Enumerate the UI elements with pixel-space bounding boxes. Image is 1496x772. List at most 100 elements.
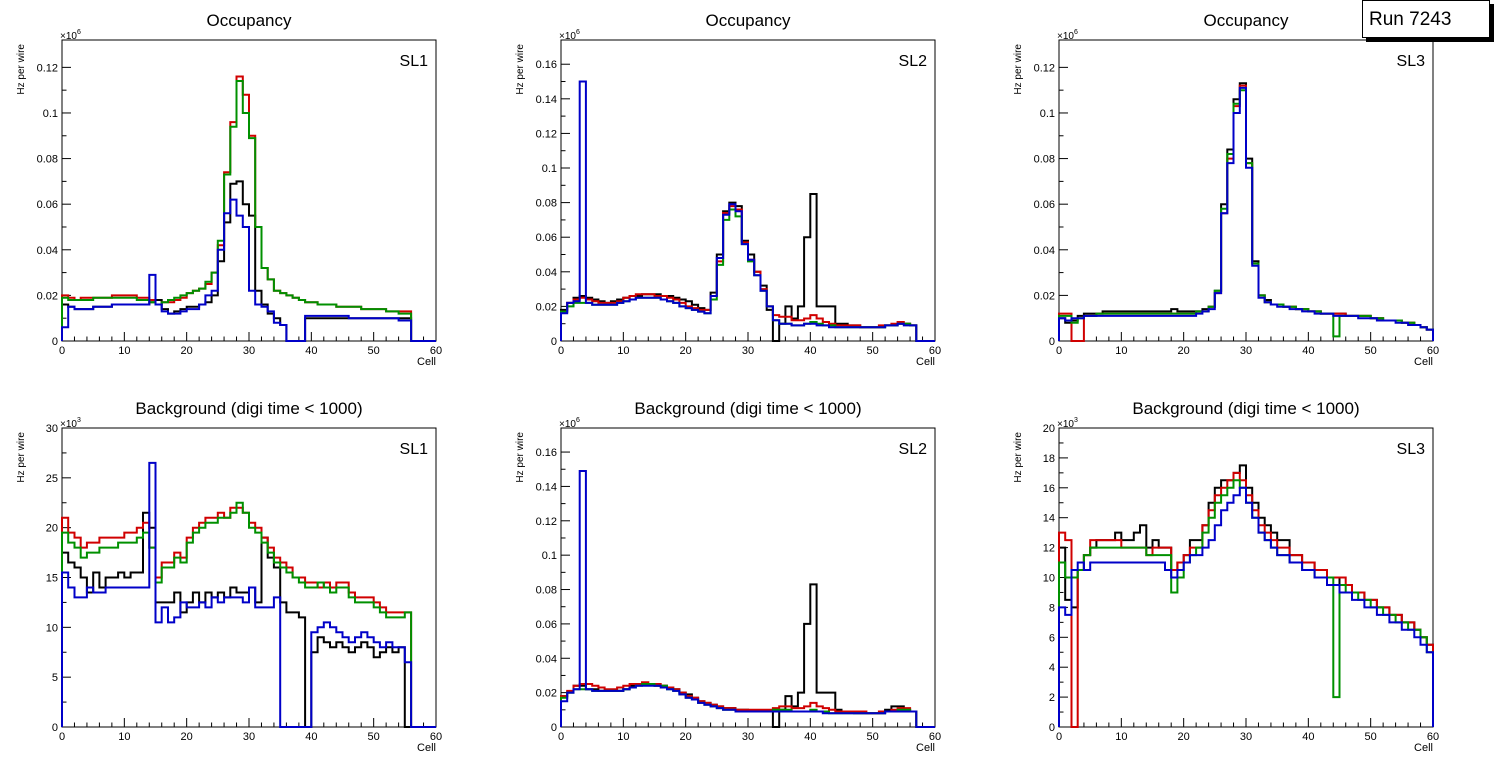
chart-title: Background (digi time < 1000) bbox=[1132, 399, 1359, 418]
superlayer-label: SL3 bbox=[1397, 441, 1426, 458]
x-tick-label: 0 bbox=[1056, 345, 1062, 357]
y-tick-label: 0.04 bbox=[1034, 245, 1055, 257]
x-tick-label: 50 bbox=[368, 731, 380, 743]
y-tick-label: 20 bbox=[46, 523, 58, 535]
histogram-series-blue bbox=[1058, 486, 1434, 727]
axis-exponent-label: ×106 bbox=[559, 417, 580, 430]
x-tick-label: 0 bbox=[1056, 731, 1062, 743]
histogram-series-blue bbox=[1058, 86, 1434, 341]
axis-exponent-label: ×106 bbox=[1057, 29, 1078, 42]
y-tick-label: 10 bbox=[46, 622, 58, 634]
y-tick-label: 0 bbox=[52, 722, 58, 734]
x-axis-title: Cell bbox=[916, 356, 935, 368]
x-tick-label: 50 bbox=[867, 731, 879, 743]
y-tick-label: 0.08 bbox=[536, 585, 557, 597]
superlayer-label: SL2 bbox=[899, 441, 928, 458]
chart-panel-5: 0 10 20 30 40 50 60 0 0.02 0.04 0.06 0.08 0.1 0.12 0.1… bbox=[515, 399, 941, 754]
x-tick-label: 10 bbox=[1115, 345, 1127, 357]
x-tick-label: 10 bbox=[617, 345, 629, 357]
plot-frame bbox=[560, 427, 936, 728]
y-tick-label: 0.06 bbox=[1034, 199, 1055, 211]
superlayer-label: SL1 bbox=[400, 441, 429, 458]
histogram-series-blue bbox=[61, 461, 436, 728]
x-tick-label: 20 bbox=[680, 731, 692, 743]
y-tick-label: 0.04 bbox=[37, 245, 58, 257]
y-tick-label: 25 bbox=[46, 473, 58, 485]
x-tick-label: 0 bbox=[558, 345, 564, 357]
x-axis-title: Cell bbox=[417, 742, 436, 754]
y-axis-title: Hz per wire bbox=[1013, 432, 1024, 483]
y-tick-label: 0.12 bbox=[536, 128, 557, 140]
y-axis-title: Hz per wire bbox=[515, 44, 526, 95]
x-axis-title: Cell bbox=[1414, 356, 1433, 368]
histogram-series-red bbox=[1058, 471, 1434, 728]
x-tick-label: 30 bbox=[742, 345, 754, 357]
y-tick-label: 0.04 bbox=[536, 267, 557, 279]
y-tick-label: 0 bbox=[1049, 336, 1055, 348]
x-tick-label: 30 bbox=[243, 345, 255, 357]
y-tick-label: 0.06 bbox=[536, 232, 557, 244]
y-tick-label: 0.02 bbox=[1034, 290, 1055, 302]
y-tick-label: 0.06 bbox=[536, 619, 557, 631]
y-tick-label: 16 bbox=[1043, 483, 1055, 495]
y-tick-label: 0.12 bbox=[1034, 62, 1055, 74]
histogram-series-black bbox=[560, 193, 935, 342]
x-tick-label: 10 bbox=[1115, 731, 1127, 743]
y-tick-label: 0.12 bbox=[536, 516, 557, 528]
superlayer-label: SL3 bbox=[1397, 53, 1426, 70]
y-tick-label: 0.14 bbox=[536, 94, 557, 106]
chart-panel-3: 0 10 20 30 40 50 60 0 0.02 0.04 0.06 0.08 0.1 0.12 ×10… bbox=[1013, 11, 1439, 368]
x-tick-label: 40 bbox=[1302, 345, 1314, 357]
y-tick-label: 0.08 bbox=[37, 154, 58, 166]
y-tick-label: 0.1 bbox=[542, 550, 557, 562]
x-tick-label: 50 bbox=[1365, 345, 1377, 357]
y-axis-title: Hz per wire bbox=[16, 44, 27, 95]
x-tick-label: 10 bbox=[118, 731, 130, 743]
plot-frame bbox=[560, 39, 936, 342]
chart-title: Occupancy bbox=[705, 11, 791, 30]
y-tick-label: 30 bbox=[46, 423, 58, 435]
histogram-series-red bbox=[61, 506, 436, 728]
y-tick-label: 4 bbox=[1049, 662, 1055, 674]
axis-exponent-label: ×106 bbox=[60, 29, 81, 42]
x-tick-label: 20 bbox=[680, 345, 692, 357]
histogram-series-blue bbox=[61, 198, 436, 342]
x-tick-label: 10 bbox=[617, 731, 629, 743]
x-tick-label: 50 bbox=[368, 345, 380, 357]
axis-exponent-label: ×106 bbox=[559, 29, 580, 42]
histogram-series-black bbox=[560, 583, 935, 728]
y-tick-label: 0.02 bbox=[37, 290, 58, 302]
x-tick-label: 20 bbox=[181, 345, 193, 357]
histogram-series-blue bbox=[560, 80, 935, 342]
y-axis-title: Hz per wire bbox=[515, 432, 526, 483]
x-tick-label: 50 bbox=[1365, 731, 1377, 743]
chart-panel-2: 0 10 20 30 40 50 60 0 0.02 0.04 0.06 0.08 0.1 0.12 0.1… bbox=[515, 11, 941, 368]
y-tick-label: 12 bbox=[1043, 543, 1055, 555]
histogram-series-blue bbox=[560, 470, 935, 728]
run-number-label: Run 7243 bbox=[1362, 0, 1490, 38]
x-tick-label: 60 bbox=[929, 345, 941, 357]
y-tick-label: 0 bbox=[551, 336, 557, 348]
histogram-series-green bbox=[61, 80, 436, 342]
histogram-series-black bbox=[1058, 464, 1434, 727]
histogram-series-red bbox=[560, 205, 935, 342]
x-tick-label: 60 bbox=[430, 345, 442, 357]
x-tick-label: 60 bbox=[430, 731, 442, 743]
x-tick-label: 60 bbox=[1427, 731, 1439, 743]
chart-panel-1: 0 10 20 30 40 50 60 0 0.02 0.04 0.06 0.08 0.1 0.12 ×10… bbox=[16, 11, 442, 368]
y-tick-label: 20 bbox=[1043, 423, 1055, 435]
x-tick-label: 20 bbox=[1178, 731, 1190, 743]
y-tick-label: 0 bbox=[1049, 722, 1055, 734]
x-tick-label: 40 bbox=[1302, 731, 1314, 743]
y-tick-label: 0.16 bbox=[536, 447, 557, 459]
chart-title: Occupancy bbox=[206, 11, 292, 30]
x-tick-label: 20 bbox=[181, 731, 193, 743]
y-tick-label: 0.08 bbox=[536, 198, 557, 210]
y-tick-label: 0.06 bbox=[37, 199, 58, 211]
y-tick-label: 8 bbox=[1049, 602, 1055, 614]
y-tick-label: 14 bbox=[1043, 513, 1055, 525]
axis-exponent-label: ×103 bbox=[1057, 417, 1078, 430]
x-tick-label: 30 bbox=[1240, 731, 1252, 743]
